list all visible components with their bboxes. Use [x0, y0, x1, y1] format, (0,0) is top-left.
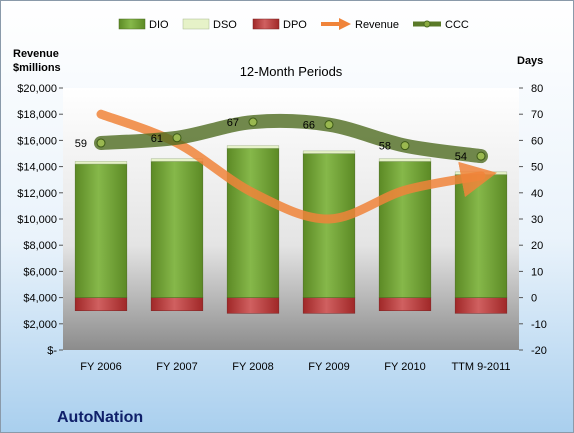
bar-dpo	[454, 297, 508, 314]
right-tick-label: 70	[531, 109, 543, 121]
lines: 59 61 67 66 58 54	[75, 109, 497, 224]
ccc-point	[172, 133, 182, 143]
category-label: FY 2009	[308, 361, 349, 373]
ccc-point	[476, 151, 486, 161]
category-label: FY 2008	[232, 361, 273, 373]
category-label: FY 2010	[384, 361, 425, 373]
category-axis-ticks: FY 2006 FY 2007 FY 2008 FY 2009 FY 2010 TTM 9…	[80, 361, 510, 373]
legend-item-ccc: CCC	[413, 19, 469, 31]
right-tick-label: 40	[531, 188, 543, 200]
legend-item-dio: DIO	[118, 18, 169, 31]
ccc-line	[94, 113, 488, 164]
ccc-data-label: 58	[379, 141, 391, 153]
bar-dio	[74, 163, 128, 298]
bar-dpo	[302, 297, 356, 314]
right-tick-label: -10	[531, 319, 547, 331]
left-tick-label: $8,000	[23, 240, 57, 252]
bar-dpo	[150, 297, 204, 311]
left-tick-label: $2,000	[23, 319, 57, 331]
right-tick-label: 30	[531, 214, 543, 226]
bar-dio	[454, 174, 508, 298]
left-tick-label: $12,000	[17, 188, 57, 200]
ccc-point	[96, 138, 106, 148]
ccc-data-label: 67	[227, 117, 239, 129]
left-tick-label: $14,000	[17, 162, 57, 174]
bar-dso	[226, 145, 280, 149]
left-axis-title-line2: $millions	[13, 62, 61, 74]
ccc-point	[324, 120, 334, 130]
legend-item-revenue: Revenue	[321, 18, 399, 31]
left-tick-label: $10,000	[17, 214, 57, 226]
legend-label-dso: DSO	[213, 19, 237, 31]
bar-dso	[74, 161, 128, 165]
legend-label-revenue: Revenue	[355, 19, 399, 31]
chart-title: 12-Month Periods	[240, 64, 343, 79]
bar-dpo	[378, 297, 432, 311]
bar-dio	[226, 148, 280, 298]
category-label: TTM 9-2011	[451, 361, 510, 373]
left-tick-label: $16,000	[17, 135, 57, 147]
right-tick-label: 80	[531, 83, 543, 95]
bar-dso	[302, 150, 356, 154]
legend: DIO DSO DPO Revenue CCC	[118, 18, 469, 31]
legend-label-dpo: DPO	[283, 19, 307, 31]
bar-dso	[378, 158, 432, 162]
right-tick-label: 50	[531, 162, 543, 174]
bar-dio	[150, 161, 204, 298]
bar-dpo	[226, 297, 280, 314]
left-tick-label: $-	[47, 345, 57, 357]
ccc-point	[400, 141, 410, 151]
left-axis-title-line1: Revenue	[13, 48, 59, 60]
ccc-data-label: 61	[151, 133, 163, 145]
legend-label-dio: DIO	[149, 19, 169, 31]
legend-item-dpo: DPO	[252, 18, 307, 31]
category-label: FY 2007	[156, 361, 197, 373]
left-tick-label: $4,000	[23, 293, 57, 305]
left-axis-ticks: $- $2,000 $4,000 $6,000 $8,000 $10,000 $12,000…	[17, 83, 63, 357]
bar-dpo	[74, 297, 128, 311]
left-tick-label: $20,000	[17, 83, 57, 95]
left-tick-label: $18,000	[17, 109, 57, 121]
right-tick-label: 0	[531, 293, 537, 305]
ccc-data-label: 54	[455, 151, 467, 163]
company-name: AutoNation	[57, 409, 143, 426]
right-tick-label: -20	[531, 345, 547, 357]
category-label: FY 2006	[80, 361, 121, 373]
right-axis-title: Days	[517, 55, 543, 67]
left-tick-label: $6,000	[23, 266, 57, 278]
right-tick-label: 10	[531, 266, 543, 278]
bar-dio	[302, 153, 356, 298]
ccc-data-label: 59	[75, 138, 87, 150]
right-tick-label: 60	[531, 135, 543, 147]
right-axis-ticks: -20 -10 0 10 20 30 40 50 60 70 80	[519, 83, 547, 357]
legend-item-dso: DSO	[182, 18, 237, 31]
right-tick-label: 20	[531, 240, 543, 252]
ccc-data-label: 66	[303, 120, 315, 132]
ccc-point	[248, 117, 258, 127]
legend-label-ccc: CCC	[445, 19, 469, 31]
